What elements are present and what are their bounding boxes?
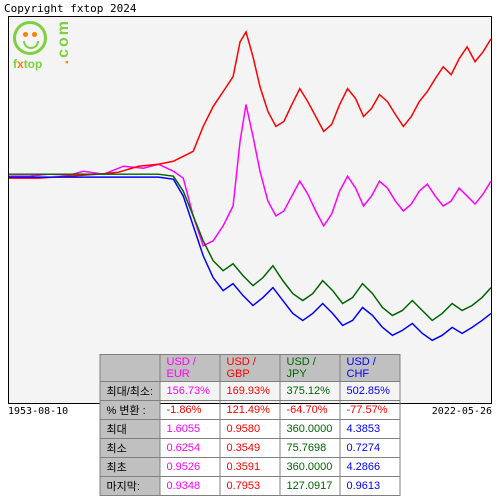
- row-label: 최초: [100, 458, 160, 477]
- table-cell: 0.3549: [220, 439, 280, 458]
- table-cell: 1.6055: [160, 420, 220, 439]
- table-column-header: USD / EUR: [160, 355, 220, 382]
- table-row: 최소0.62540.354975.76980.7274: [100, 439, 400, 458]
- table-cell: 0.7274: [340, 439, 400, 458]
- table-column-header: USD / GBP: [220, 355, 280, 382]
- table-cell: 502.85%: [340, 382, 400, 401]
- table-cell: 75.7698: [280, 439, 340, 458]
- chart-area: fxtop .com: [8, 16, 492, 404]
- table-cell: 121.49%: [220, 401, 280, 420]
- table-cell: 375.12%: [280, 382, 340, 401]
- chart-svg: [9, 17, 491, 403]
- table-body: 최대/최소:156.73%169.93%375.12%502.85%% 변환 :…: [100, 382, 400, 496]
- copyright-text: Copyright fxtop 2024: [4, 2, 136, 15]
- table-row: 최초0.95260.3591360.00004.2866: [100, 458, 400, 477]
- series-line: [9, 32, 491, 178]
- table-corner: [100, 355, 160, 382]
- table-cell: 0.9526: [160, 458, 220, 477]
- table-column-header: USD / CHF: [340, 355, 400, 382]
- row-label: % 변환 :: [100, 401, 160, 420]
- table-cell: 360.0000: [280, 458, 340, 477]
- table-row: 최대1.60550.9580360.00004.3853: [100, 420, 400, 439]
- table-cell: 360.0000: [280, 420, 340, 439]
- table-cell: 0.9580: [220, 420, 280, 439]
- table-header-row: USD / EURUSD / GBPUSD / JPYUSD / CHF: [100, 355, 400, 382]
- row-label: 마지막:: [100, 477, 160, 496]
- data-table: USD / EURUSD / GBPUSD / JPYUSD / CHF 최대/…: [100, 354, 401, 496]
- table-cell: 0.9613: [340, 477, 400, 496]
- table-cell: -77.57%: [340, 401, 400, 420]
- table-column-header: USD / JPY: [280, 355, 340, 382]
- table-row: % 변환 :-1.86%121.49%-64.70%-77.57%: [100, 401, 400, 420]
- row-label: 최소: [100, 439, 160, 458]
- table-cell: 127.0917: [280, 477, 340, 496]
- table-cell: 4.2866: [340, 458, 400, 477]
- table-cell: 0.9348: [160, 477, 220, 496]
- table-cell: 0.7953: [220, 477, 280, 496]
- series-line: [9, 177, 491, 340]
- table-cell: -1.86%: [160, 401, 220, 420]
- table-cell: 156.73%: [160, 382, 220, 401]
- series-line: [9, 174, 491, 320]
- table-row: 최대/최소:156.73%169.93%375.12%502.85%: [100, 382, 400, 401]
- table-cell: 169.93%: [220, 382, 280, 401]
- table-cell: 0.3591: [220, 458, 280, 477]
- table-row: 마지막:0.93480.7953127.09170.9613: [100, 477, 400, 496]
- table-cell: 4.3853: [340, 420, 400, 439]
- row-label: 최대: [100, 420, 160, 439]
- x-axis-start: 1953-08-10: [8, 406, 68, 417]
- table-cell: -64.70%: [280, 401, 340, 420]
- row-label: 최대/최소:: [100, 382, 160, 401]
- x-axis-end: 2022-05-26: [432, 406, 492, 417]
- table-cell: 0.6254: [160, 439, 220, 458]
